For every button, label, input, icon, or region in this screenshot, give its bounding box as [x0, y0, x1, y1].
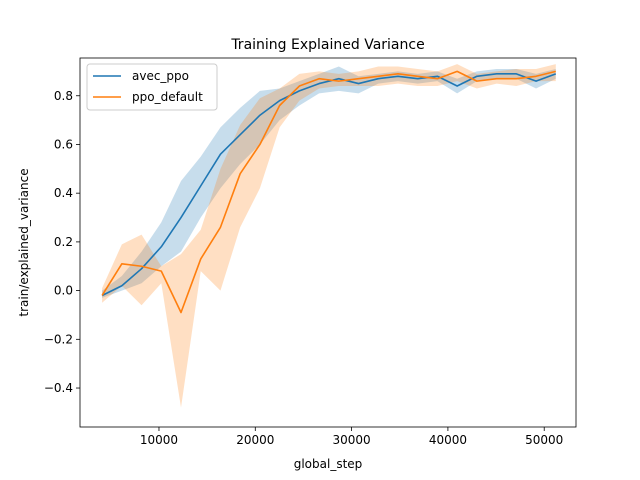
confidence-bands [102, 64, 556, 408]
legend: avec_ppo ppo_default [86, 63, 218, 111]
y-axis-label: train/explained_variance [17, 168, 31, 316]
y-tick-label: −0.4 [44, 381, 73, 395]
y-tick-label: 0.6 [54, 137, 73, 151]
line-avec_ppo [101, 73, 557, 297]
x-tick-label: 10000 [140, 433, 178, 447]
y-tick-label: 0.2 [54, 235, 73, 249]
y-axis-ticks: −0.4 −0.2 0.0 0.2 0.4 0.6 0.8 [44, 89, 80, 395]
legend-label-ppo_default: ppo_default [132, 90, 203, 104]
y-tick-label: 0.0 [54, 284, 73, 298]
axes-frame [79, 57, 577, 428]
x-tick-label: 50000 [525, 433, 563, 447]
line-ppo_default [101, 70, 556, 314]
x-tick-label: 20000 [236, 433, 274, 447]
band-avec_ppo [102, 66, 556, 298]
x-tick-label: 40000 [429, 433, 467, 447]
x-axis-label: global_step [294, 457, 363, 471]
chart-title: Training Explained Variance [230, 37, 424, 53]
series-lines [101, 70, 557, 314]
legend-label-avec_ppo: avec_ppo [132, 69, 189, 83]
x-axis-ticks: 10000 20000 30000 40000 50000 [140, 427, 563, 447]
y-tick-label: −0.2 [44, 332, 73, 346]
x-tick-label: 30000 [333, 433, 371, 447]
y-tick-label: 0.8 [54, 89, 73, 103]
y-tick-label: 0.4 [54, 186, 73, 200]
